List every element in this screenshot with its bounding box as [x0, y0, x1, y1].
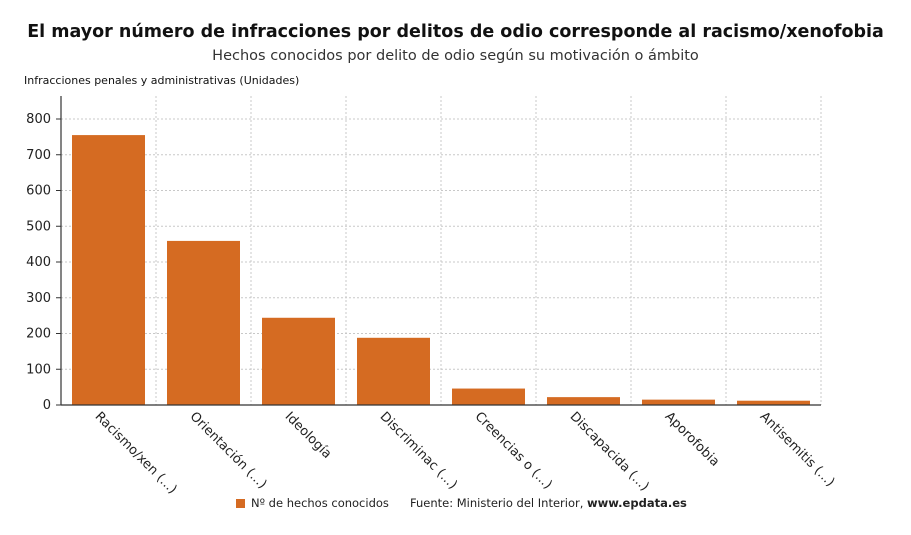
- bar-8: [737, 400, 810, 405]
- bar-4: [357, 337, 430, 405]
- x-tick-label: Ideología: [282, 409, 335, 462]
- x-tick-label: Discapacida (...): [567, 409, 652, 494]
- bar-3: [262, 317, 335, 405]
- x-tick-label: Racismo/xen (...): [92, 409, 180, 497]
- legend-swatch: [236, 498, 245, 508]
- bar-1: [72, 135, 145, 405]
- legend: Nº de hechos conocidos: [236, 496, 389, 510]
- bar-2: [167, 240, 240, 405]
- chart-title: El mayor número de infracciones por deli…: [27, 22, 884, 42]
- y-tick-label: 800: [26, 112, 51, 127]
- y-axis-label: Infracciones penales y administrativas (…: [24, 74, 300, 87]
- y-tick-label: 100: [26, 362, 51, 377]
- y-tick-label: 600: [26, 184, 51, 199]
- x-tick-label: Discriminac (...): [377, 409, 460, 492]
- x-tick-label: Orientación (...): [187, 409, 270, 492]
- x-tick-label: Aporofobia: [662, 409, 722, 469]
- y-tick-label: 200: [26, 327, 51, 342]
- source-site: www.epdata.es: [587, 496, 687, 510]
- source-note: Fuente: Ministerio del Interior, www.epd…: [410, 496, 687, 510]
- bar-5: [452, 388, 525, 405]
- bar-7: [642, 399, 715, 405]
- y-tick-label: 400: [26, 255, 51, 270]
- y-tick-label: 500: [26, 219, 51, 234]
- chart-subtitle: Hechos conocidos por delito de odio segú…: [212, 48, 699, 64]
- source-prefix: Fuente: Ministerio del Interior,: [410, 496, 588, 510]
- x-tick-label: Creencias o (...): [472, 409, 555, 492]
- y-tick-label: 700: [26, 148, 51, 163]
- x-tick-label: Antisemitis (...): [757, 409, 838, 490]
- bar-6: [547, 397, 620, 405]
- legend-label: Nº de hechos conocidos: [251, 496, 389, 510]
- y-tick-label: 300: [26, 291, 51, 306]
- y-tick-label: 0: [43, 398, 51, 413]
